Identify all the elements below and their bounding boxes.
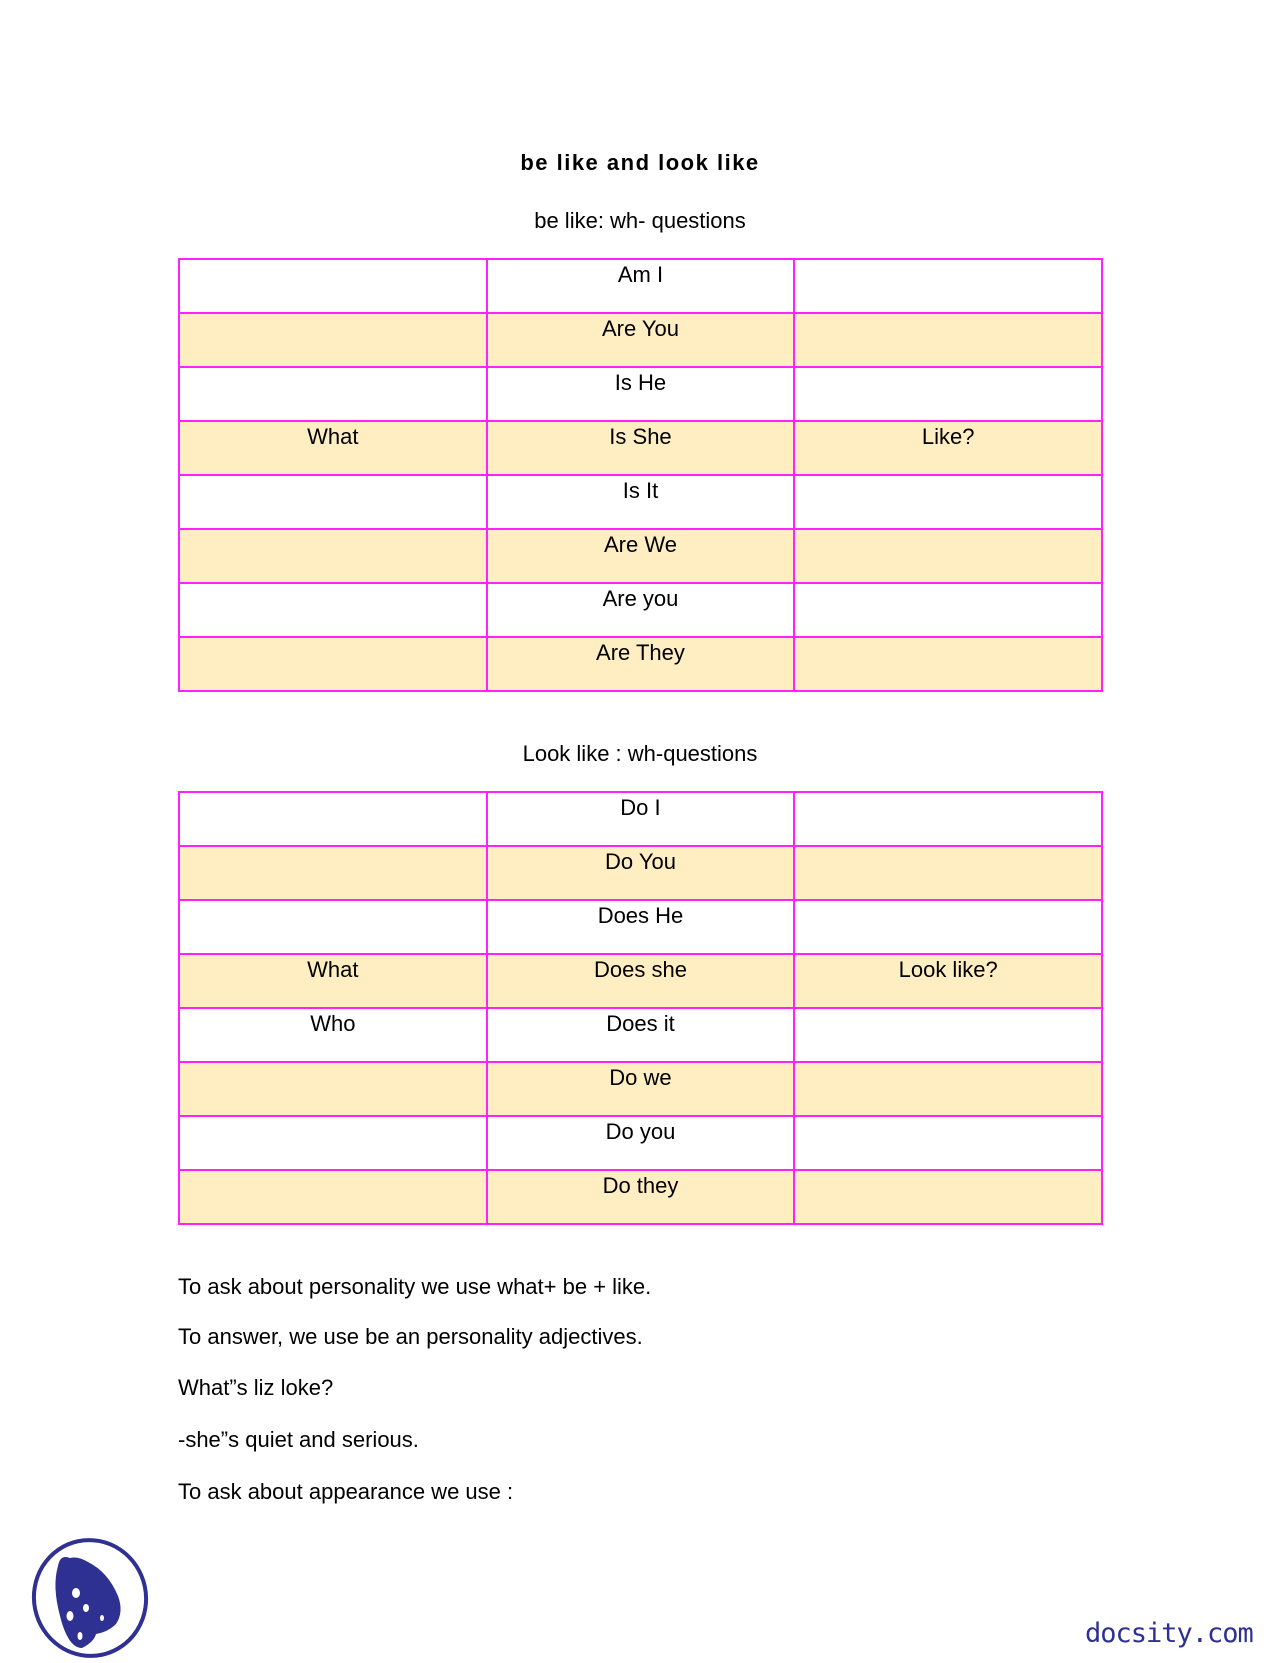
paragraph: -she”s quiet and serious.: [178, 1427, 419, 1452]
table-cell: Does it: [485, 1007, 796, 1063]
table-cell: [178, 845, 488, 901]
table-cell: [178, 1115, 488, 1171]
table-cell: Does she: [485, 953, 796, 1009]
table-cell: Like?: [793, 420, 1103, 476]
table-row: Is He: [178, 366, 1103, 422]
table1-heading: be like: wh- questions: [534, 208, 746, 233]
table-cell: [793, 528, 1103, 584]
look-like-table: Do I Do You Does He What Does she Look like? W…: [178, 791, 1103, 1225]
docsity-logo-icon: [30, 1536, 154, 1663]
table-cell: Is It: [485, 474, 796, 530]
table-cell: [793, 258, 1103, 314]
table-row: Are They: [178, 636, 1103, 692]
table-cell: Do they: [485, 1169, 796, 1225]
table-cell: Are They: [485, 636, 796, 692]
table-cell: [178, 528, 488, 584]
table-cell: Look like?: [793, 953, 1103, 1009]
table-row: Does He: [178, 899, 1103, 955]
table-cell: [793, 1061, 1103, 1117]
table-cell: Am I: [485, 258, 796, 314]
table-row: Who Does it: [178, 1007, 1103, 1063]
table-cell: Are We: [485, 528, 796, 584]
table-cell: [178, 899, 488, 955]
table-cell: [178, 474, 488, 530]
table-row: Do I: [178, 791, 1103, 847]
table-row: Do they: [178, 1169, 1103, 1225]
docsity-brand-link[interactable]: docsity.com: [1085, 1618, 1254, 1649]
table-row: Do you: [178, 1115, 1103, 1171]
table-row: Are You: [178, 312, 1103, 368]
table-cell: Who: [178, 1007, 488, 1063]
table-row: Are you: [178, 582, 1103, 638]
table2-heading: Look like : wh-questions: [522, 741, 758, 766]
table-cell: [793, 366, 1103, 422]
table-cell: Do we: [485, 1061, 796, 1117]
be-like-table: Am I Are You Is He What Is She Like? Is It Are …: [178, 258, 1103, 692]
table-row: Am I: [178, 258, 1103, 314]
table-cell: What: [178, 953, 488, 1009]
table-row: Do we: [178, 1061, 1103, 1117]
table-cell: Is She: [485, 420, 796, 476]
table-cell: [178, 366, 488, 422]
table-cell: [793, 791, 1103, 847]
table-cell: [178, 636, 488, 692]
document-title: be like and look like: [520, 150, 760, 175]
table-cell: [793, 1115, 1103, 1171]
table-cell: [793, 474, 1103, 530]
table-cell: What: [178, 420, 488, 476]
table-row: Do You: [178, 845, 1103, 901]
table-cell: [793, 312, 1103, 368]
table-cell: [793, 845, 1103, 901]
table-cell: [793, 899, 1103, 955]
table-cell: Do I: [485, 791, 796, 847]
table-cell: Does He: [485, 899, 796, 955]
table-cell: [178, 582, 488, 638]
table-cell: Do you: [485, 1115, 796, 1171]
paragraph: What”s liz loke?: [178, 1375, 334, 1400]
paragraph: To ask about personality we use what+ be…: [178, 1274, 652, 1299]
table-cell: [178, 1169, 488, 1225]
table-cell: [793, 636, 1103, 692]
table-cell: [793, 582, 1103, 638]
table-cell: [178, 791, 488, 847]
table-row: Is It: [178, 474, 1103, 530]
table-cell: [178, 258, 488, 314]
table-cell: [793, 1007, 1103, 1063]
table-cell: [178, 312, 488, 368]
table-cell: Are you: [485, 582, 796, 638]
table-cell: [793, 1169, 1103, 1225]
paragraph: To ask about appearance we use :: [178, 1479, 514, 1504]
table-cell: Do You: [485, 845, 796, 901]
table-row: What Does she Look like?: [178, 953, 1103, 1009]
table-cell: [178, 1061, 488, 1117]
table-cell: Are You: [485, 312, 796, 368]
paragraph: To answer, we use be an personality adje…: [178, 1324, 643, 1349]
table-row: What Is She Like?: [178, 420, 1103, 476]
table-row: Are We: [178, 528, 1103, 584]
table-cell: Is He: [485, 366, 796, 422]
